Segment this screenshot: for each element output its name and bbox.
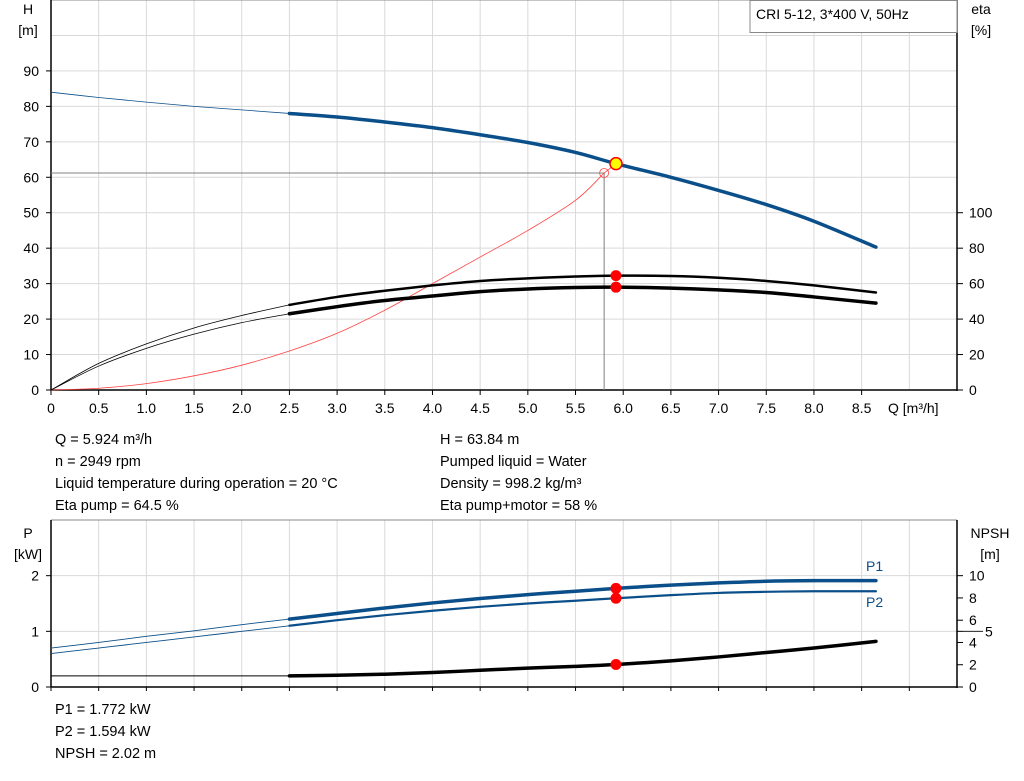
- npsh-curve: [287, 639, 878, 678]
- p1-curve: [287, 578, 878, 621]
- x-tick-label: 2.5: [280, 400, 300, 416]
- info-p1: P1 = 1.772 kW: [55, 702, 151, 718]
- y-tick-label-left: 2: [31, 568, 39, 584]
- y-tick-label-left: 80: [23, 98, 39, 114]
- info-eta-pump-motor: Eta pump+motor = 58 %: [440, 498, 598, 514]
- info-liquid-temp: Liquid temperature during operation = 20…: [55, 476, 338, 492]
- guide-point-marker: [599, 168, 610, 178]
- legend-box: CRI 5-12, 3*400 V, 50Hz: [749, 0, 958, 33]
- system-curve: [50, 172, 605, 391]
- x-tick-label: 6.5: [661, 400, 681, 416]
- y-tick-label-right: 0: [969, 679, 977, 695]
- info-right: H = 63.84 m Pumped liquid = Water Densit…: [440, 429, 597, 517]
- p1-marker: [610, 582, 622, 594]
- y-tick-label-left: 1: [31, 623, 39, 639]
- p2-curve: [288, 590, 878, 627]
- y-axis-unit-right: [%]: [971, 22, 991, 38]
- info-left: Q = 5.924 m³/h n = 2949 rpm Liquid tempe…: [55, 429, 338, 517]
- x-tick-label: 3.0: [327, 400, 347, 416]
- p2-curve-extrapolated: [50, 625, 290, 655]
- info-head: H = 63.84 m: [440, 432, 520, 448]
- p1-series-label: P1: [866, 558, 883, 574]
- x-tick-label: 4.0: [423, 400, 443, 416]
- y-tick-label-right: 8: [969, 590, 977, 606]
- x-tick-label: 3.5: [375, 400, 395, 416]
- info-bottom: P1 = 1.772 kW P2 = 1.594 kW NPSH = 2.02 …: [55, 699, 156, 765]
- x-tick-label: 7.5: [757, 400, 777, 416]
- y-tick-label-left: 50: [23, 205, 39, 221]
- y-tick-label-left: 90: [23, 63, 39, 79]
- y-axis-title-right: NPSH: [971, 525, 1010, 541]
- y-tick-label-left: 0: [31, 679, 39, 695]
- y-tick-label-left: 40: [23, 240, 39, 256]
- y-tick-label-left: 60: [23, 169, 39, 185]
- x-tick-label: 6.0: [613, 400, 633, 416]
- y-axis-unit-right: [m]: [980, 546, 999, 562]
- y-tick-label-right: 40: [969, 311, 985, 327]
- info-density: Density = 998.2 kg/m³: [440, 476, 582, 492]
- y-tick-label-right: 5: [985, 623, 993, 639]
- operating-point-marker: [609, 156, 623, 171]
- x-tick-label: 2.0: [232, 400, 252, 416]
- eta-pump-motor-curve-extrapolated: [50, 313, 290, 391]
- info-npsh: NPSH = 2.02 m: [55, 746, 157, 762]
- info-speed: n = 2949 rpm: [55, 454, 141, 470]
- x-tick-label: 8.5: [852, 400, 872, 416]
- p1-curve-extrapolated: [50, 618, 290, 649]
- eta-pump-motor-curve: [287, 285, 878, 316]
- head-efficiency-panel: 0 10 20 30 40 50 60 70 80 90 0 20 40 60 80 100 H [m] eta [%…: [18, 0, 993, 416]
- x-tick-label: 4.5: [470, 400, 490, 416]
- info-flow: Q = 5.924 m³/h: [55, 432, 153, 448]
- y-axis-unit-left: [kW]: [14, 546, 42, 562]
- x-tick-label: 7.0: [709, 400, 729, 416]
- power-npsh-panel: 0 1 2 0 2 456 8 10 P [kW] NPSH [m] P1 P2: [14, 519, 1010, 695]
- head-curve: [287, 111, 878, 249]
- x-tick-label: 1.5: [184, 400, 204, 416]
- y-tick-label-left: 30: [23, 276, 39, 292]
- y-tick-label-right: 10: [969, 568, 985, 584]
- y-tick-label-left: 70: [23, 134, 39, 150]
- y-tick-label-right: 0: [969, 382, 977, 398]
- y-axis-title-right: eta: [971, 1, 991, 17]
- y-tick-label-left: 20: [23, 311, 39, 327]
- y-tick-label-right: 100: [969, 205, 993, 221]
- y-tick-label-right: 80: [969, 240, 985, 256]
- y-tick-label-right: 6: [969, 612, 977, 628]
- y-tick-label-left: 10: [23, 347, 39, 363]
- eta-pump-curve-extrapolated: [50, 304, 290, 391]
- info-eta-pump: Eta pump = 64.5 %: [55, 498, 179, 514]
- y-axis-title-left: H: [23, 1, 33, 17]
- info-pumped-liquid: Pumped liquid = Water: [440, 454, 587, 470]
- y-axis-unit-left: [m]: [18, 22, 37, 38]
- p2-marker: [610, 592, 622, 604]
- eta-pump-motor-marker: [610, 281, 622, 293]
- x-axis-title: Q [m³/h]: [888, 400, 939, 416]
- y-tick-label-right: 20: [969, 347, 985, 363]
- info-p2: P2 = 1.594 kW: [55, 724, 151, 740]
- x-tick-label: 1.0: [137, 400, 157, 416]
- legend-frame: [749, 0, 958, 33]
- x-tick-label: 5.0: [518, 400, 538, 416]
- x-tick-label: 5.5: [566, 400, 586, 416]
- y-tick-label-right: 60: [969, 276, 985, 292]
- eta-pump-marker: [610, 270, 622, 282]
- x-tick-label: 8.0: [804, 400, 824, 416]
- y-axis-title-left: P: [23, 525, 32, 541]
- chart-title: CRI 5-12, 3*400 V, 50Hz: [756, 6, 909, 22]
- y-tick-label-left: 0: [31, 382, 39, 398]
- eta-pump-curve: [288, 274, 878, 307]
- head-curve-extrapolated: [50, 91, 290, 114]
- x-tick-label: 0: [47, 400, 55, 416]
- y-tick-label-right: 4: [969, 634, 977, 650]
- y-tick-label-right: 2: [969, 657, 977, 673]
- p2-series-label: P2: [866, 594, 883, 610]
- npsh-marker: [610, 659, 622, 671]
- x-tick-label: 0.5: [89, 400, 109, 416]
